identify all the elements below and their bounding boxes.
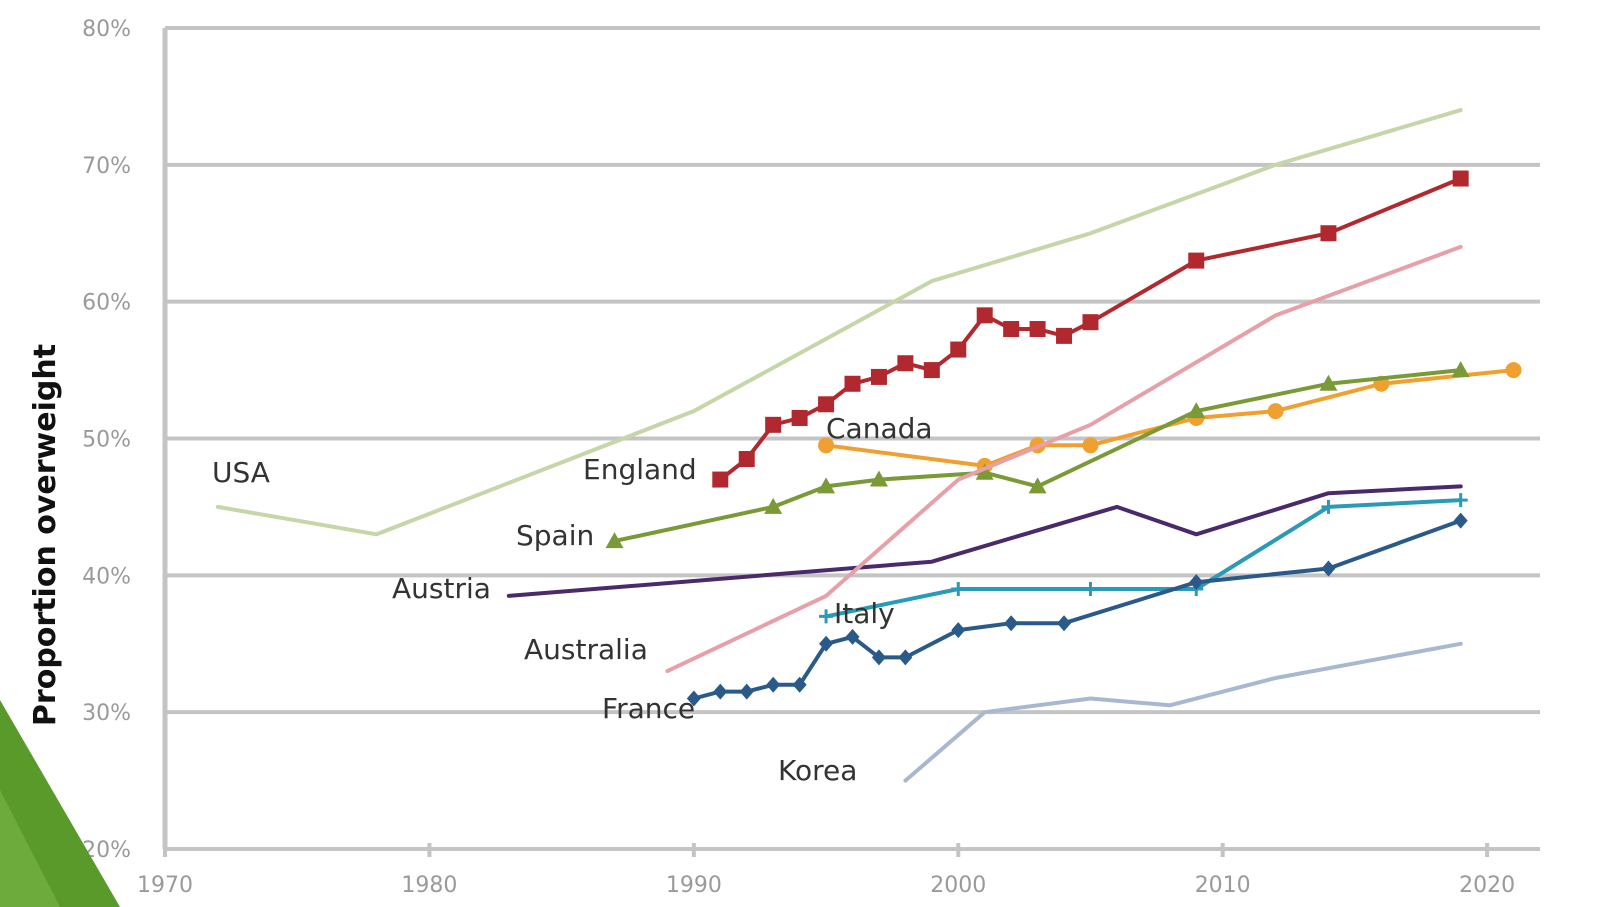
data-point-spain [975,463,994,480]
series-label-korea: Korea [778,754,857,787]
series-australia [665,244,1463,674]
x-tick-label: 2020 [1459,873,1515,898]
data-point-canada [1505,362,1522,379]
series-line-italy [824,498,1463,619]
data-point-italy [1453,493,1468,508]
data-point-france [1057,615,1072,632]
data-point-england [950,341,967,358]
data-point-england [818,396,835,413]
series-spain [605,361,1470,549]
data-point-england [1452,170,1469,187]
data-point-england [870,368,887,385]
series-line-france [691,518,1463,701]
series-korea [903,641,1463,783]
x-tick-label: 1980 [401,873,457,898]
series-label-austria: Austria [392,572,491,605]
series-england [712,170,1469,488]
y-tick-label: 70% [82,154,131,179]
data-point-england [1029,321,1046,338]
data-point-england [923,362,940,379]
data-point-france [1004,615,1019,632]
y-axis-label: Proportion overweight [28,344,63,726]
data-point-france [845,628,860,645]
data-point-england [976,307,993,324]
x-tick-label: 2010 [1195,873,1251,898]
corner-decoration [0,700,120,907]
series-line-canada [824,368,1516,468]
y-tick-label: 50% [82,428,131,453]
data-point-france [1453,512,1468,529]
data-point-england [1082,314,1099,331]
data-point-france [766,676,781,693]
data-point-canada [1082,437,1099,454]
data-point-england [791,409,808,426]
data-point-spain [1028,477,1047,494]
series-france [686,512,1468,707]
data-point-france [871,649,886,666]
series-label-spain: Spain [516,519,594,552]
data-point-england [844,375,861,392]
data-point-england [897,355,914,372]
series-line-usa [215,108,1463,537]
series-line-austria [506,484,1463,598]
series-labels: USA England Canada Spain Austria Australia Ita… [212,412,933,787]
data-point-canada [1267,403,1284,420]
y-tick-label: 40% [82,564,131,589]
x-tick-label: 1970 [137,873,193,898]
series-label-usa: USA [212,456,270,489]
data-point-france [686,690,701,707]
data-point-england [738,451,755,468]
data-point-spain [764,497,783,514]
data-point-france [792,676,807,693]
series-group [215,108,1522,783]
data-point-spain [1319,374,1338,391]
series-label-france: France [602,692,695,725]
y-tick-label: 80% [82,17,131,42]
series-label-england: England [583,453,697,486]
data-point-england [765,416,782,433]
series-line-australia [665,244,1463,674]
data-point-italy [951,582,966,597]
data-point-italy [1321,499,1336,514]
series-italy [819,493,1468,624]
series-austria [506,484,1463,598]
data-point-france [951,622,966,639]
x-tick-labels: 1970 1980 1990 2000 2010 2020 [137,843,1515,898]
data-point-france [739,683,754,700]
series-label-italy: Italy [834,597,895,630]
data-point-england [1003,321,1020,338]
data-point-france [713,683,728,700]
data-point-england [1188,252,1205,269]
data-point-canada [818,437,835,454]
y-tick-label: 30% [82,701,131,726]
series-line-korea [903,641,1463,783]
corner-triangle-inner [0,790,60,907]
data-point-spain [869,470,888,487]
data-point-spain [1451,361,1470,378]
data-point-spain [1187,402,1206,419]
data-point-italy [819,609,834,624]
data-point-france [1321,560,1336,577]
x-tick-label: 1990 [666,873,722,898]
y-tick-label: 60% [82,291,131,316]
x-tick-label: 2000 [930,873,986,898]
data-point-england [1056,327,1073,344]
y-tick-labels: 20%30%40%50%60%70%80% [82,17,131,863]
series-label-australia: Australia [524,633,648,666]
data-point-italy [1083,582,1098,597]
data-point-spain [817,477,836,494]
data-point-france [819,635,834,652]
data-point-england [712,471,729,488]
data-point-england [1320,225,1337,242]
series-label-canada: Canada [826,412,933,445]
data-point-france [898,649,913,666]
series-usa [215,108,1463,537]
data-point-spain [605,532,624,549]
data-point-france [1189,574,1204,591]
